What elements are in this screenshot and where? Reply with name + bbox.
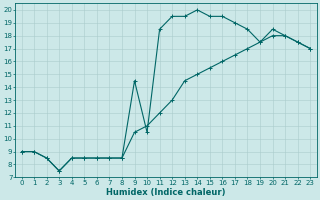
X-axis label: Humidex (Indice chaleur): Humidex (Indice chaleur) [106, 188, 226, 197]
